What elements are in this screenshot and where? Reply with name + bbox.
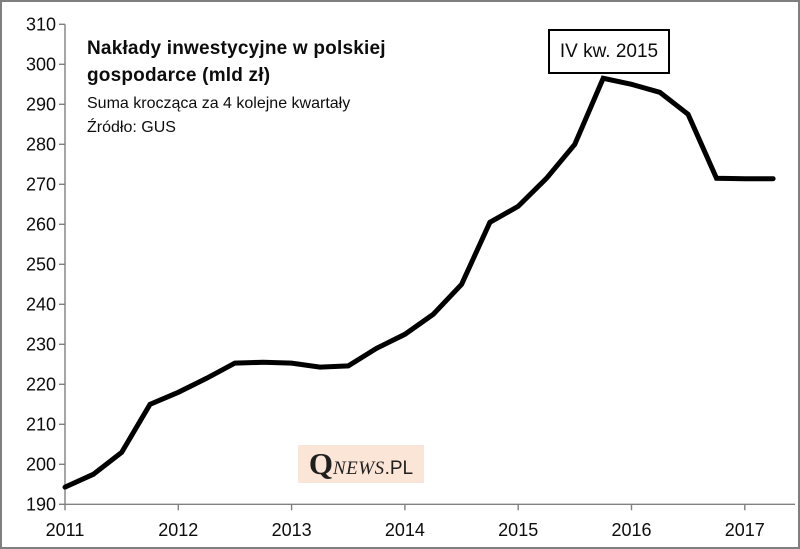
watermark-pl-text: .PL bbox=[384, 458, 414, 479]
y-tick-label: 270 bbox=[26, 174, 56, 194]
chart-title: Nakłady inwestycyjne w polskiej gospodar… bbox=[87, 38, 386, 86]
y-tick-label: 260 bbox=[26, 214, 56, 234]
x-tick-label: 2013 bbox=[272, 520, 312, 540]
x-tick-label: 2014 bbox=[385, 520, 425, 540]
y-tick-label: 240 bbox=[26, 294, 56, 314]
x-tick-label: 2012 bbox=[158, 520, 198, 540]
chart-subtitle: Suma krocząca za 4 kolejne kwartały bbox=[87, 95, 351, 112]
y-tick-label: 300 bbox=[26, 54, 56, 74]
qnews-watermark: Q NEWS .PL bbox=[298, 445, 424, 483]
chart-source: Źródło: GUS bbox=[87, 119, 176, 136]
y-tick-label: 200 bbox=[26, 454, 56, 474]
series-line bbox=[62, 75, 776, 490]
x-tick-label: 2017 bbox=[725, 520, 765, 540]
title-block: Nakłady inwestycyjne w polskiej gospodar… bbox=[87, 35, 432, 140]
x-tick-label: 2016 bbox=[611, 520, 651, 540]
x-tick-label: 2015 bbox=[498, 520, 538, 540]
watermark-news-text: NEWS bbox=[332, 458, 385, 479]
y-tick-label: 280 bbox=[26, 134, 56, 154]
y-tick-label: 230 bbox=[26, 334, 56, 354]
watermark-q-letter: Q bbox=[308, 446, 333, 481]
y-tick-label: 190 bbox=[26, 494, 56, 514]
y-tick-label: 220 bbox=[26, 374, 56, 394]
y-tick-label: 210 bbox=[26, 414, 56, 434]
y-tick-label: 250 bbox=[26, 254, 56, 274]
annotation-box: IV kw. 2015 bbox=[548, 29, 670, 74]
annotation-label: IV kw. 2015 bbox=[559, 40, 659, 62]
y-tick-label: 310 bbox=[26, 14, 56, 34]
x-tick-label: 2011 bbox=[46, 520, 85, 540]
y-tick-label: 290 bbox=[26, 94, 56, 114]
